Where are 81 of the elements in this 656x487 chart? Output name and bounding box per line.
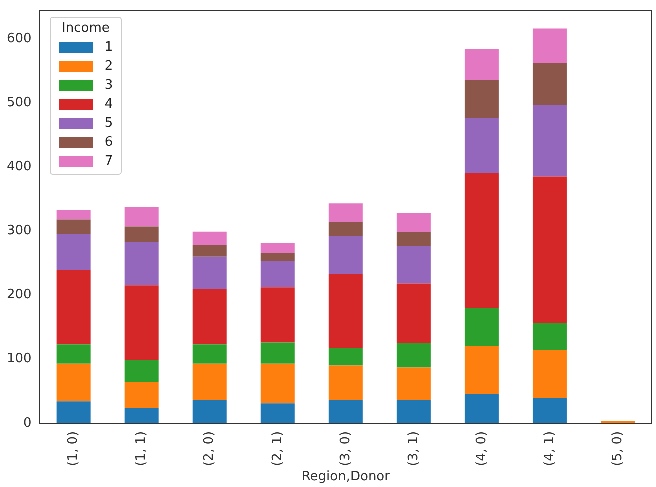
bar bbox=[328, 274, 363, 348]
bar bbox=[260, 288, 295, 343]
x-axis-title: Region,Donor bbox=[302, 470, 391, 485]
y-tick-label: 400 bbox=[6, 160, 32, 175]
bar bbox=[56, 220, 91, 234]
bar bbox=[192, 344, 227, 364]
bar bbox=[56, 210, 91, 220]
bar bbox=[396, 246, 431, 284]
legend-label: 5 bbox=[104, 116, 114, 131]
bar bbox=[532, 28, 567, 64]
y-tick-label: 500 bbox=[6, 95, 32, 110]
x-tick-label: (4, 0) bbox=[474, 431, 490, 466]
x-tick-label: (3, 0) bbox=[338, 431, 354, 466]
bar bbox=[532, 104, 567, 177]
bar bbox=[56, 344, 91, 364]
bar bbox=[532, 398, 567, 424]
bar bbox=[260, 261, 295, 288]
bar bbox=[124, 286, 159, 360]
y-tick-label: 600 bbox=[6, 31, 32, 46]
bar bbox=[532, 350, 567, 398]
bar bbox=[124, 360, 159, 382]
bar bbox=[192, 256, 227, 290]
x-tick-label: (2, 1) bbox=[270, 431, 286, 466]
y-tick-label: 100 bbox=[6, 352, 32, 367]
bar bbox=[192, 364, 227, 400]
x-tick-label: (1, 1) bbox=[134, 431, 150, 466]
bar bbox=[396, 368, 431, 400]
bar bbox=[464, 80, 499, 118]
x-tick-label: (2, 0) bbox=[202, 431, 218, 466]
bar bbox=[260, 364, 295, 404]
bar bbox=[464, 174, 499, 308]
bar bbox=[124, 408, 159, 424]
bar bbox=[56, 402, 91, 424]
x-tick-label: (3, 1) bbox=[406, 431, 422, 466]
bar bbox=[532, 63, 567, 105]
bar bbox=[328, 204, 363, 222]
bar bbox=[328, 236, 363, 274]
bar bbox=[464, 308, 499, 347]
x-tick-label: (5, 0) bbox=[610, 431, 626, 466]
bar bbox=[124, 382, 159, 408]
bar bbox=[124, 226, 159, 242]
bar bbox=[192, 400, 227, 424]
x-tick-label: (1, 0) bbox=[66, 431, 82, 466]
bar bbox=[328, 348, 363, 366]
bar bbox=[396, 232, 431, 246]
bar bbox=[396, 284, 431, 344]
legend-title: Income bbox=[61, 20, 111, 36]
bar bbox=[260, 253, 295, 262]
legend-label: 3 bbox=[104, 78, 114, 93]
legend-label: 2 bbox=[104, 58, 114, 74]
bar bbox=[56, 234, 91, 270]
y-tick-label: 300 bbox=[6, 224, 32, 239]
bar bbox=[532, 323, 567, 350]
legend-label: 4 bbox=[104, 96, 114, 112]
x-tick-label: (4, 1) bbox=[542, 431, 558, 466]
bar bbox=[464, 394, 499, 424]
bar bbox=[124, 208, 159, 227]
bar bbox=[328, 400, 363, 424]
y-tick-label: 200 bbox=[6, 288, 32, 303]
bar bbox=[532, 176, 567, 324]
bar bbox=[124, 242, 159, 286]
bar bbox=[192, 245, 227, 257]
bar bbox=[464, 49, 499, 80]
bar bbox=[192, 290, 227, 345]
bar bbox=[260, 342, 295, 364]
bar bbox=[464, 118, 499, 174]
bar bbox=[56, 364, 91, 402]
y-tick-label: 0 bbox=[24, 416, 32, 431]
legend-label: 7 bbox=[104, 154, 114, 169]
bar bbox=[396, 343, 431, 368]
bar bbox=[396, 213, 431, 233]
bar bbox=[56, 270, 91, 345]
bar bbox=[328, 366, 363, 400]
bar bbox=[396, 400, 431, 424]
bar bbox=[260, 404, 295, 424]
bar bbox=[464, 346, 499, 394]
bar bbox=[328, 222, 363, 236]
bar bbox=[192, 232, 227, 246]
bar bbox=[260, 243, 295, 254]
legend-label: 1 bbox=[104, 40, 114, 55]
legend-label: 6 bbox=[104, 134, 114, 150]
